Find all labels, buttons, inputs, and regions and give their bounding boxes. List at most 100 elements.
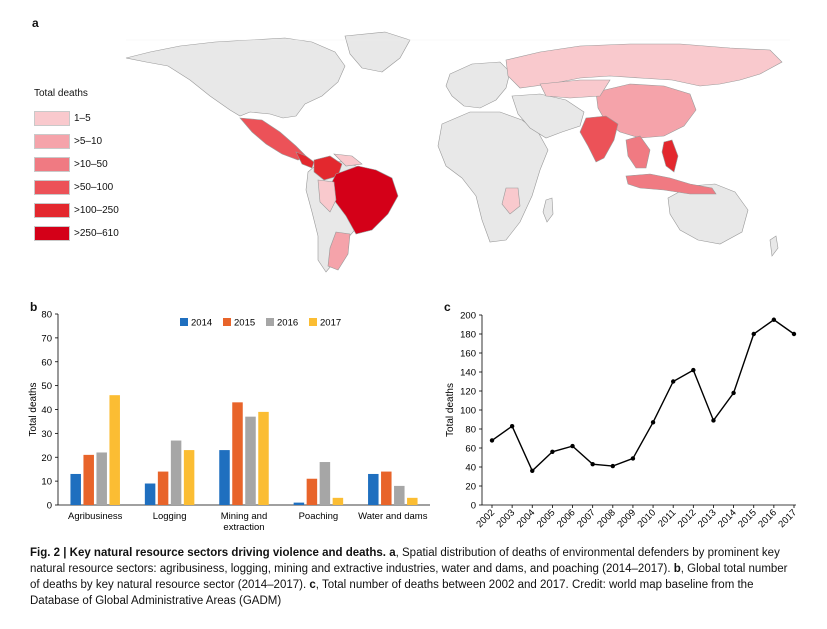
line-point-2013 [711,418,716,423]
line-x-tick-label: 2003 [495,507,518,530]
map-region-australia [667,183,749,245]
line-point-2016 [771,317,777,322]
bar-2017-1 [183,450,195,505]
map-region-southeast-asia [625,135,651,169]
legend-row-1: >5–10 [34,130,119,153]
line-point-2012 [691,367,696,373]
line-x-tick-label: 2015 [736,507,759,530]
bar-y-tick-label: 20 [41,453,52,464]
map-region-africa [437,111,549,243]
line-y-tick-label: 120 [460,387,476,398]
bar-category-label: Mining and [221,511,267,522]
legend-swatch [34,111,70,126]
bar-2017-2 [258,411,269,505]
caption-a-text: , Spatial distribution of deaths of envi… [30,547,780,575]
legend-label: >100–250 [74,205,119,216]
map-region-europe [445,61,511,109]
bar-y-tick-label: 0 [47,501,52,512]
map-region-philippines [661,139,679,173]
bar-2015-3 [306,478,318,505]
legend-swatch [34,134,70,149]
line-point-2010 [650,420,656,425]
caption-b-text: , Global total number of deaths by key n… [30,563,788,591]
bar-legend-swatch [309,318,317,326]
map-legend: Total deaths 1–5 >5–10 >10–50 >50–100 >100–2… [34,88,119,245]
line-series [491,318,795,472]
bar-2017-0 [109,395,120,505]
line-point-2017 [791,331,797,337]
bar-2017-4 [407,497,418,505]
map-region-central-america [295,151,315,169]
legend-swatch [34,180,70,195]
bar-legend-label: 2015 [234,318,255,329]
panel-label-c: c [444,300,451,314]
bar-category-label: Water and dams [358,511,428,522]
line-y-tick-label: 100 [460,406,476,417]
legend-row-2: >10–50 [34,153,119,176]
bar-2015-1 [157,471,169,505]
map-region-india [579,115,619,163]
line-y-tick-label: 40 [465,463,476,474]
line-y-tick-label: 0 [471,501,476,512]
line-y-tick-label: 200 [460,311,476,322]
line-y-tick-label: 20 [465,482,476,493]
line-point-2011 [671,379,676,384]
bar-2014-1 [144,483,156,505]
bar-y-tick-label: 70 [41,333,52,344]
line-point-2003 [509,423,515,429]
map-region-greenland [344,31,411,73]
line-x-tick-label: 2013 [696,507,719,530]
line-y-tick-label: 80 [465,425,476,436]
caption-a-letter: a [389,547,396,559]
map-region-new-zealand [769,235,779,257]
legend-label: >50–100 [74,182,114,193]
legend-label: >250–610 [74,228,119,239]
legend-label: >5–10 [74,136,103,147]
legend-title: Total deaths [34,88,88,99]
bar-category-label: Logging [153,511,187,522]
bar-2016-3 [319,462,331,505]
caption-c-text: , Total number of deaths between 2002 an… [30,579,754,607]
line-x-tick-label: 2008 [595,507,618,530]
legend-swatch [34,203,70,218]
bar-y-tick-label: 30 [41,429,52,440]
line-y-tick-label: 140 [460,368,476,379]
line-x-tick-label: 2017 [776,507,799,530]
map-region-middle-east [511,93,585,139]
line-y-axis-title: Total deaths [445,383,456,437]
bar-legend-label: 2016 [277,318,298,329]
line-chart: 0 20 40 60 80 100 120 140 160 180 200 Total deaths 2… [445,311,799,531]
bar-2017-3 [332,497,344,505]
bar-2015-4 [381,471,392,505]
map-region-kazakhstan [539,79,611,99]
legend-rows: 1–5 >5–10 >10–50 >50–100 >100–250 >250–610 [34,107,119,245]
bar-2016-2 [245,416,256,505]
line-point-2009 [630,456,636,461]
legend-row-3: >50–100 [34,176,119,199]
bar-legend-label: 2017 [320,318,341,329]
figure-caption: Fig. 2 | Key natural resource sectors dr… [30,545,800,609]
bar-2015-2 [232,402,243,505]
line-x-tick-label: 2002 [474,507,497,530]
map-region-argentina [327,231,351,271]
bar-y-axis-title: Total deaths [28,383,39,437]
line-x-tick-label: 2005 [535,507,558,530]
bar-y-tick-label: 60 [41,357,52,368]
caption-b-letter: b [673,563,681,575]
legend-row-4: >100–250 [34,199,119,222]
bar-y-tick-label: 80 [41,310,52,321]
line-x-tick-label: 2010 [635,507,658,530]
line-x-tick-label: 2009 [615,507,638,530]
map-region-venezuela [333,153,363,167]
bar-category-label: extraction [223,522,264,533]
line-x-tick-label: 2004 [515,507,538,530]
line-point-2006 [570,443,575,449]
line-point-2008 [610,463,615,469]
line-x-tick-label: 2006 [555,507,578,530]
map-region-indonesia [625,173,717,195]
panel-label-a: a [32,16,39,30]
bar-2015-0 [83,454,94,505]
bar-y-tick-label: 40 [41,405,52,416]
line-y-tick-label: 180 [460,330,476,341]
bar-2014-0 [70,473,81,505]
